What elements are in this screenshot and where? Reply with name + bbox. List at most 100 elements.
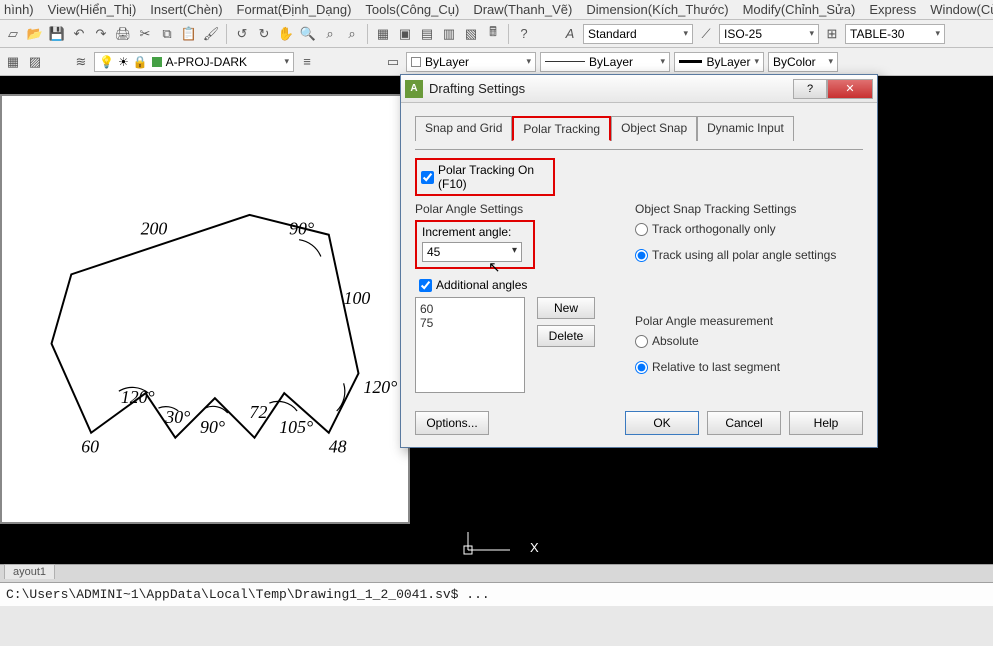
drafting-settings-dialog: A Drafting Settings ? ✕ Snap and Grid Po…: [400, 74, 878, 448]
calc-icon[interactable]: 🖩: [484, 25, 502, 43]
menu-item[interactable]: Window(Cửa_Sổ): [930, 2, 993, 17]
color-icon[interactable]: ▭: [384, 53, 402, 71]
lineweight-combo[interactable]: ByLayer: [674, 52, 764, 72]
tab-underline: [415, 149, 863, 150]
tablestyle-combo[interactable]: TABLE-30: [845, 24, 945, 44]
pan-icon[interactable]: ✋: [277, 25, 295, 43]
open-icon[interactable]: 📂: [26, 25, 44, 43]
command-line[interactable]: C:\Users\ADMINI~1\AppData\Local\Temp\Dra…: [0, 582, 993, 606]
polar-tracking-on-checkbox[interactable]: [421, 171, 434, 184]
dimstyle-icon[interactable]: ⟋: [697, 25, 715, 43]
undo2-icon[interactable]: ↺: [233, 25, 251, 43]
radio-polar-row[interactable]: Track using all polar angle settings: [635, 246, 863, 264]
layer-combo[interactable]: 💡 ☀ 🔒 A-PROJ-DARK: [94, 52, 294, 72]
svg-text:60: 60: [81, 437, 99, 457]
radio-ortho-label: Track orthogonally only: [652, 222, 776, 236]
radio-relative-row[interactable]: Relative to last segment: [635, 358, 863, 376]
menu-item[interactable]: hình): [4, 2, 34, 17]
menu-item[interactable]: Format(Định_Dạng): [237, 2, 352, 17]
brush-icon[interactable]: 🖌: [202, 25, 220, 43]
dialog-app-icon: A: [405, 80, 423, 98]
menu-item[interactable]: Draw(Thanh_Vẽ): [473, 2, 572, 17]
layer-color-swatch: [152, 57, 162, 67]
redo2-icon[interactable]: ↻: [255, 25, 273, 43]
ok-button[interactable]: OK: [625, 411, 699, 435]
radio-absolute[interactable]: [635, 335, 648, 348]
increment-angle-combo[interactable]: 45: [422, 242, 522, 262]
layers-icon[interactable]: ≋: [72, 53, 90, 71]
undo-icon[interactable]: ↶: [70, 25, 88, 43]
toolbar-2: ▦ ▨ ≋ 💡 ☀ 🔒 A-PROJ-DARK ≡ ▭ ByLayer ByLa…: [0, 48, 993, 76]
zoom-icon[interactable]: 🔍: [299, 25, 317, 43]
radio-ortho[interactable]: [635, 223, 648, 236]
cancel-button[interactable]: Cancel: [707, 411, 781, 435]
layout-tabs[interactable]: ayout1: [0, 564, 993, 582]
linetype-combo[interactable]: ByLayer: [540, 52, 670, 72]
list-item[interactable]: 75: [420, 316, 520, 330]
toolbar-1: ▱ 📂 💾 ↶ ↷ 🖨 ✂ ⧉ 📋 🖌 ↺ ↻ ✋ 🔍 ⌕ ⌕ ▦ ▣ ▤ ▥ …: [0, 20, 993, 48]
svg-text:100: 100: [344, 288, 371, 308]
radio-polar[interactable]: [635, 249, 648, 262]
design-icon[interactable]: ▣: [396, 25, 414, 43]
radio-relative[interactable]: [635, 361, 648, 374]
lineweight-preview: [679, 60, 702, 63]
menu-item[interactable]: Dimension(Kích_Thước): [586, 2, 728, 17]
lock-icon: 🔒: [133, 55, 148, 69]
tab-polar-tracking[interactable]: Polar Tracking: [512, 116, 611, 141]
additional-angles-checkbox[interactable]: [419, 279, 432, 292]
tool-palette-icon[interactable]: ▤: [418, 25, 436, 43]
zoom-window-icon[interactable]: ⌕: [321, 25, 339, 43]
menu-item[interactable]: Express: [869, 2, 916, 17]
menu-item[interactable]: Tools(Công_Cụ): [365, 2, 459, 17]
sheet-icon[interactable]: ▥: [440, 25, 458, 43]
new-icon[interactable]: ▱: [4, 25, 22, 43]
additional-angles-label: Additional angles: [436, 278, 527, 292]
tablestyle-icon[interactable]: ⊞: [823, 25, 841, 43]
layerprev-icon[interactable]: ≡: [298, 53, 316, 71]
additional-angles-listbox[interactable]: 60 75: [415, 297, 525, 393]
redo-icon[interactable]: ↷: [92, 25, 110, 43]
layer-icon2[interactable]: ▨: [26, 53, 44, 71]
textstyle-combo[interactable]: Standard: [583, 24, 693, 44]
menu-item[interactable]: Insert(Chèn): [150, 2, 222, 17]
markup-icon[interactable]: ▧: [462, 25, 480, 43]
copy-icon[interactable]: ⧉: [158, 25, 176, 43]
print-icon[interactable]: 🖨: [114, 25, 132, 43]
svg-text:120°: 120°: [121, 387, 155, 407]
sun-icon: ☀: [118, 55, 129, 69]
layout-tab[interactable]: ayout1: [4, 564, 55, 579]
svg-text:200: 200: [141, 219, 168, 239]
textstyle-icon[interactable]: A: [561, 25, 579, 43]
radio-absolute-row[interactable]: Absolute: [635, 332, 863, 350]
layer-icon[interactable]: ▦: [4, 53, 22, 71]
dialog-titlebar[interactable]: A Drafting Settings ? ✕: [401, 75, 877, 103]
dialog-title: Drafting Settings: [429, 81, 793, 96]
dialog-help-button[interactable]: ?: [793, 79, 827, 99]
color-combo[interactable]: ByLayer: [406, 52, 536, 72]
new-button[interactable]: New: [537, 297, 595, 319]
cut-icon[interactable]: ✂: [136, 25, 154, 43]
increment-angle-label: Increment angle:: [422, 225, 528, 239]
zoom-prev-icon[interactable]: ⌕: [343, 25, 361, 43]
dialog-help-button[interactable]: Help: [789, 411, 863, 435]
help-icon[interactable]: ?: [515, 25, 533, 43]
tab-snap-grid[interactable]: Snap and Grid: [415, 116, 512, 141]
menu-item[interactable]: View(Hiển_Thị): [48, 2, 137, 17]
tab-object-snap[interactable]: Object Snap: [611, 116, 697, 141]
radio-relative-label: Relative to last segment: [652, 360, 780, 374]
ucs-icon: X: [450, 528, 570, 558]
paste-icon[interactable]: 📋: [180, 25, 198, 43]
menu-item[interactable]: Modify(Chỉnh_Sửa): [743, 2, 856, 17]
radio-ortho-row[interactable]: Track orthogonally only: [635, 220, 863, 238]
props-icon[interactable]: ▦: [374, 25, 392, 43]
dialog-close-button[interactable]: ✕: [827, 79, 873, 99]
tab-dynamic-input[interactable]: Dynamic Input: [697, 116, 794, 141]
plotstyle-combo[interactable]: ByColor: [768, 52, 838, 72]
svg-text:120°: 120°: [363, 377, 397, 397]
list-item[interactable]: 60: [420, 302, 520, 316]
options-button[interactable]: Options...: [415, 411, 489, 435]
delete-button[interactable]: Delete: [537, 325, 595, 347]
dimstyle-combo[interactable]: ISO-25: [719, 24, 819, 44]
menu-bar[interactable]: hình) View(Hiển_Thị) Insert(Chèn) Format…: [0, 0, 993, 20]
save-icon[interactable]: 💾: [48, 25, 66, 43]
